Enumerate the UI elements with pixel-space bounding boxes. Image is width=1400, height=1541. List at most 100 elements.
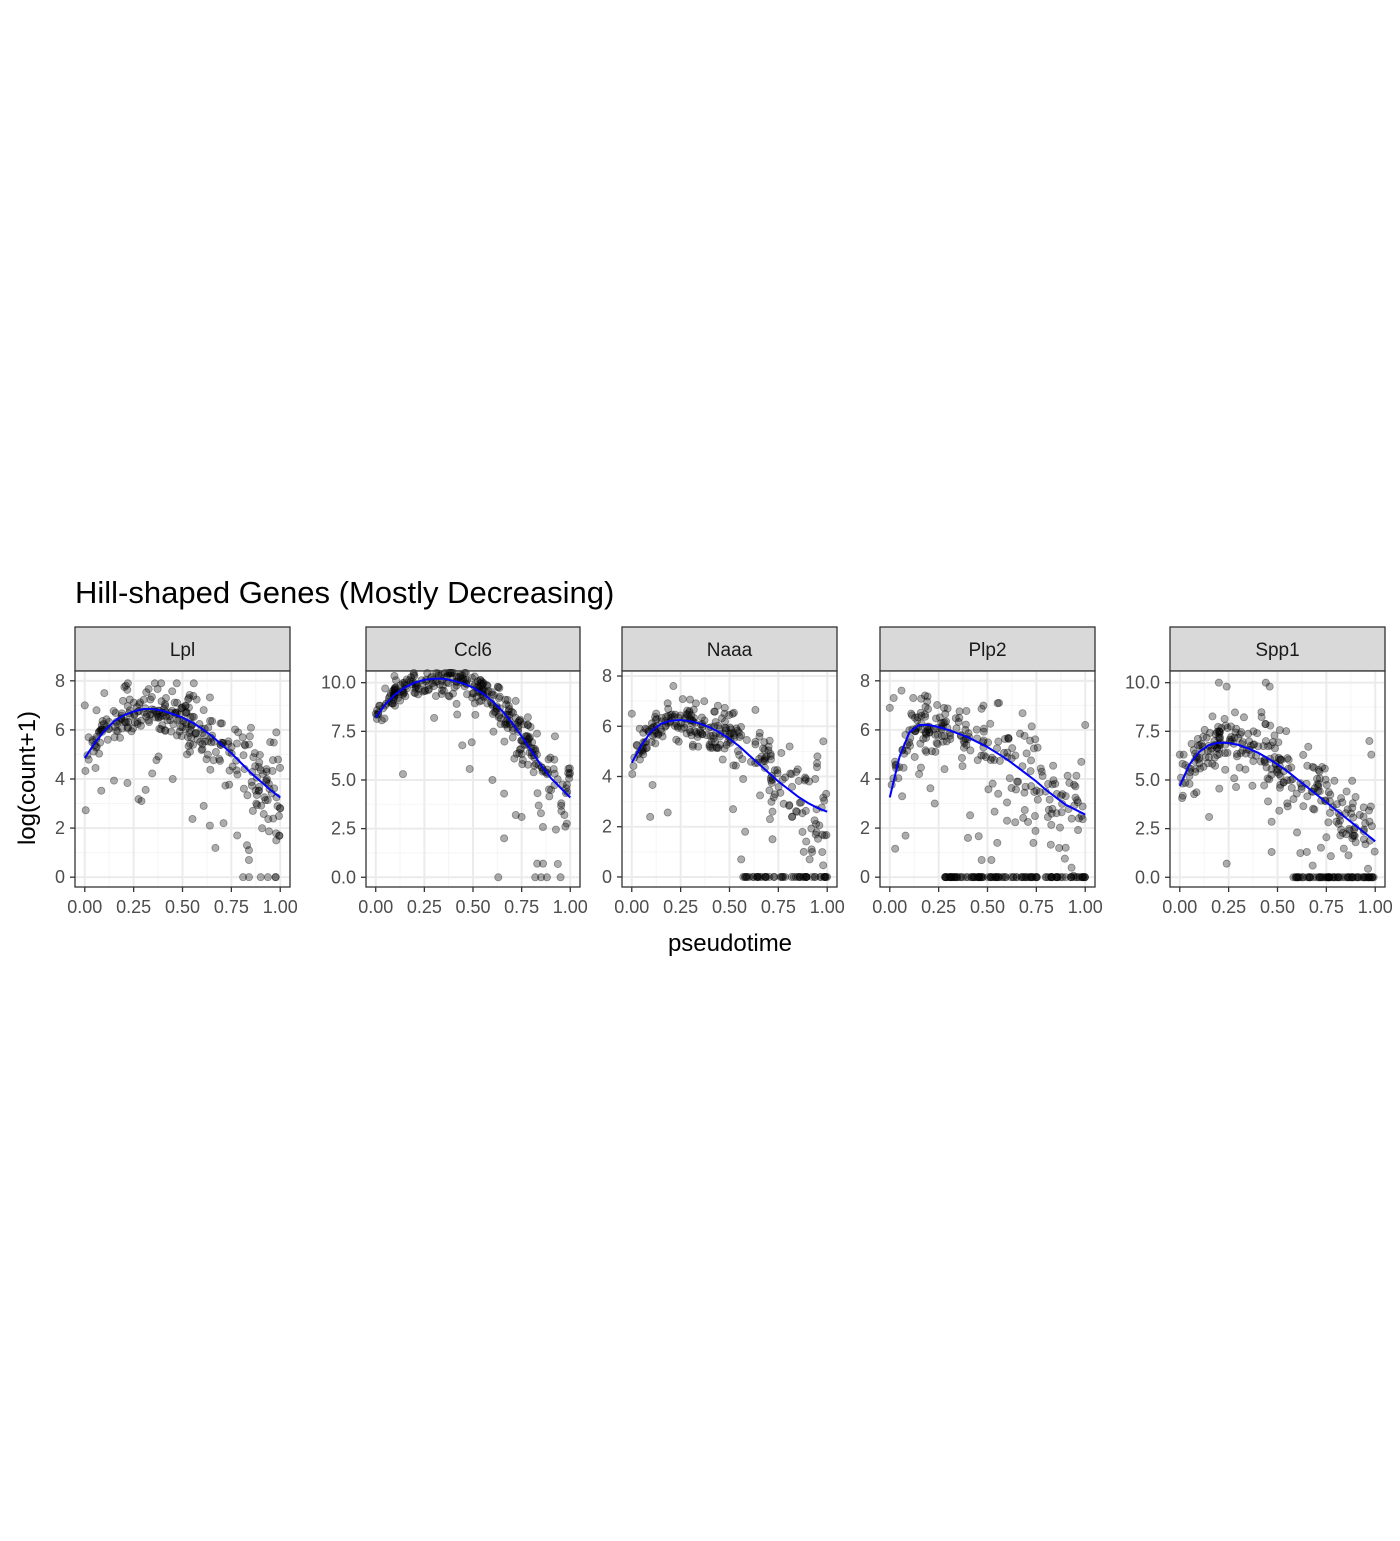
data-point	[198, 740, 207, 749]
data-point	[103, 735, 112, 744]
data-point	[1022, 873, 1031, 882]
data-point	[251, 762, 260, 771]
data-point	[187, 733, 196, 742]
data-point	[145, 718, 154, 727]
data-point	[1048, 780, 1057, 789]
data-point	[760, 872, 769, 881]
data-point	[420, 686, 429, 695]
data-point	[792, 807, 801, 816]
data-point	[1061, 873, 1070, 882]
data-point	[713, 701, 722, 710]
data-point	[1046, 840, 1055, 849]
data-point	[184, 695, 193, 704]
data-point	[1366, 873, 1375, 882]
data-point	[774, 782, 783, 791]
data-point	[411, 684, 420, 693]
data-point	[897, 686, 906, 695]
data-point	[262, 775, 271, 784]
data-point	[986, 719, 995, 728]
data-point	[1308, 861, 1317, 870]
data-point	[144, 716, 153, 725]
data-point	[961, 720, 970, 729]
data-point	[411, 689, 420, 698]
data-point	[801, 773, 810, 782]
data-point	[1292, 789, 1301, 798]
data-point	[650, 730, 659, 739]
data-point	[948, 873, 957, 882]
data-point	[673, 723, 682, 732]
data-point	[1335, 873, 1344, 882]
facet-strip	[365, 626, 581, 672]
data-point	[394, 693, 403, 702]
data-point	[238, 733, 247, 742]
y-tick-label: 0	[602, 867, 612, 887]
data-point	[735, 751, 744, 760]
data-point	[120, 718, 129, 727]
data-point	[438, 681, 447, 690]
data-point	[1035, 788, 1044, 797]
data-point	[984, 738, 993, 747]
data-point	[1203, 759, 1212, 768]
data-point	[1309, 804, 1318, 813]
data-point	[1351, 838, 1360, 847]
data-point	[737, 855, 746, 864]
data-point	[495, 711, 504, 720]
data-point	[487, 688, 496, 697]
data-point	[1361, 840, 1370, 849]
data-point	[565, 770, 574, 779]
data-point	[1241, 749, 1250, 758]
data-point	[488, 709, 497, 718]
data-point	[562, 781, 571, 790]
data-point	[685, 707, 694, 716]
data-point	[966, 811, 975, 820]
data-point	[127, 727, 136, 736]
data-point	[709, 731, 718, 740]
data-point	[476, 679, 485, 688]
data-point	[955, 713, 964, 722]
data-point	[173, 716, 182, 725]
data-point	[939, 718, 948, 727]
data-point	[1289, 795, 1298, 804]
data-point	[435, 680, 444, 689]
data-point	[525, 734, 534, 743]
data-point	[1012, 785, 1021, 794]
data-point	[923, 697, 932, 706]
data-point	[1230, 774, 1239, 783]
data-point	[1070, 873, 1079, 882]
data-point	[1017, 873, 1026, 882]
data-point	[533, 789, 542, 798]
data-point	[1359, 803, 1368, 812]
data-point	[153, 685, 162, 694]
data-point	[188, 712, 197, 721]
data-point	[1332, 817, 1341, 826]
data-point	[733, 726, 742, 735]
data-point	[258, 824, 267, 833]
data-point	[81, 766, 90, 775]
data-point	[1215, 727, 1224, 736]
data-point	[685, 726, 694, 735]
data-point	[1267, 770, 1276, 779]
data-point	[958, 873, 967, 882]
data-point	[1024, 873, 1033, 882]
data-point	[211, 843, 220, 852]
data-point	[682, 710, 691, 719]
data-point	[1003, 798, 1012, 807]
data-point	[770, 766, 779, 775]
data-point	[1365, 737, 1374, 746]
data-point	[740, 872, 749, 881]
data-point	[147, 709, 156, 718]
data-point	[700, 697, 709, 706]
data-point	[757, 752, 766, 761]
data-point	[1216, 727, 1225, 736]
data-point	[1343, 873, 1352, 882]
data-point	[1196, 764, 1205, 773]
data-point	[944, 873, 953, 882]
data-point	[133, 719, 142, 728]
data-point	[1004, 733, 1013, 742]
data-point	[647, 737, 656, 746]
data-point	[489, 727, 498, 736]
data-point	[1314, 873, 1323, 882]
data-point	[1283, 802, 1292, 811]
data-point	[1032, 873, 1041, 882]
